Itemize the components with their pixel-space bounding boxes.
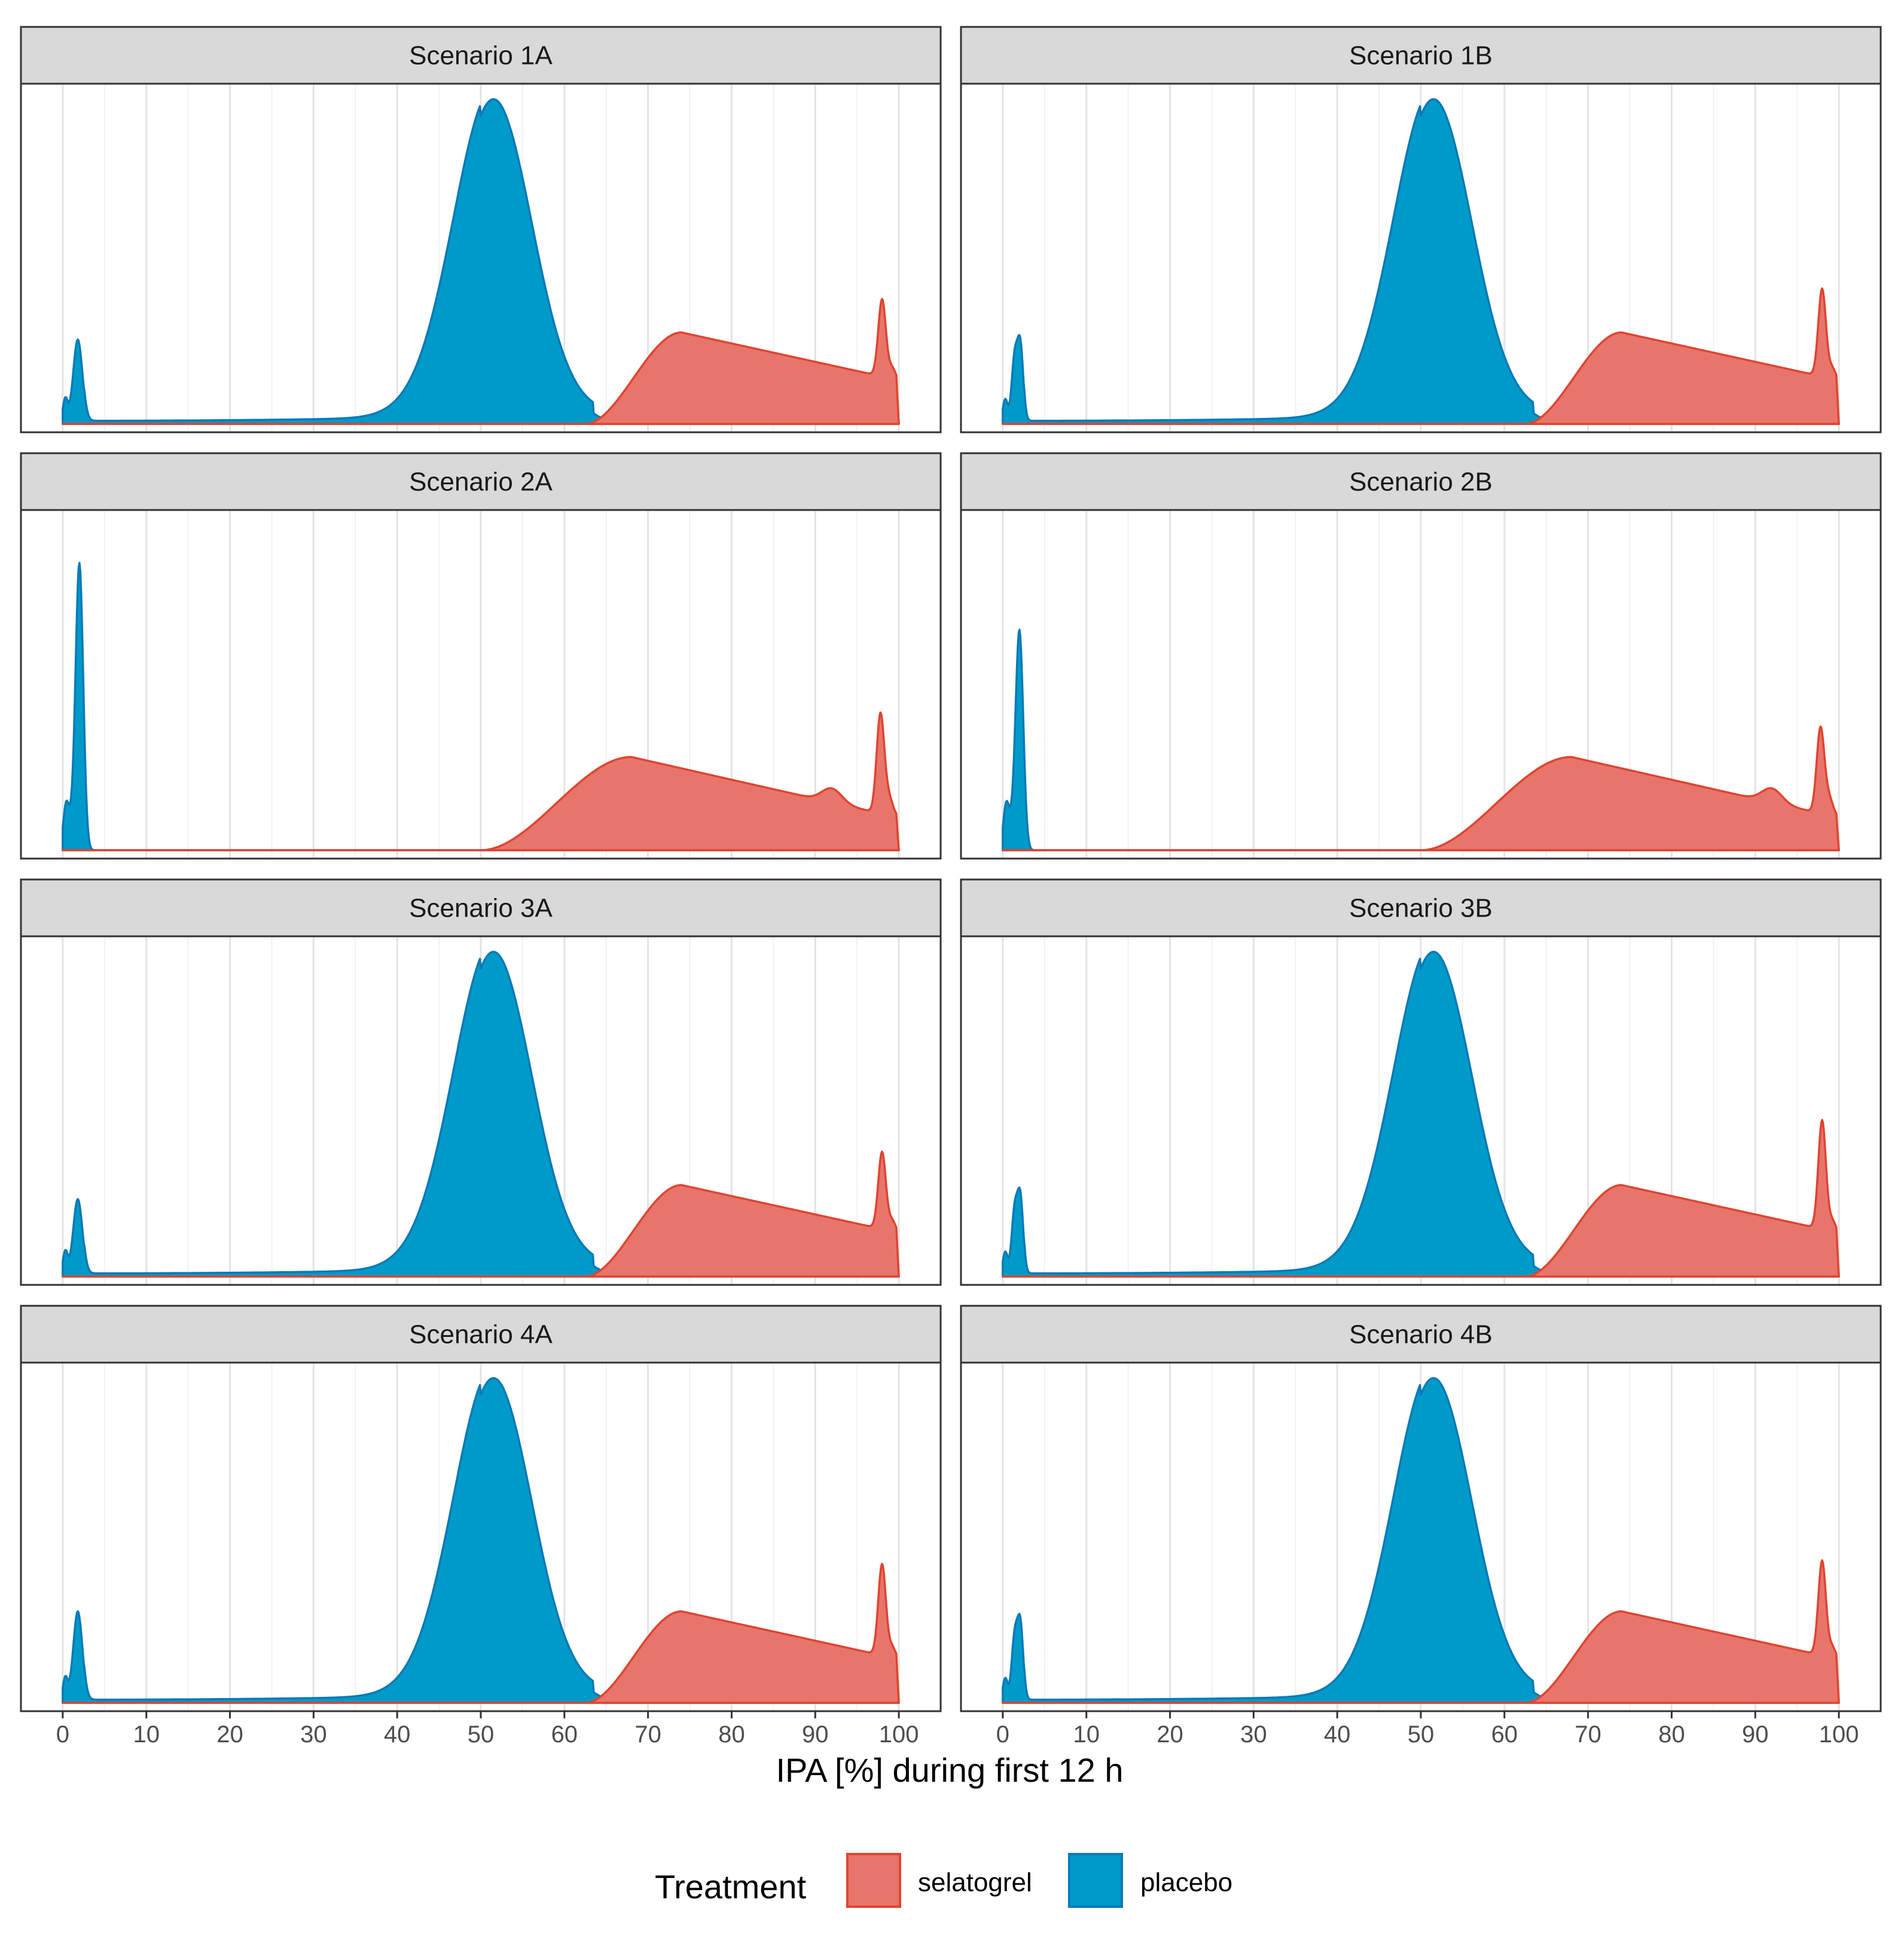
- panel-border: [960, 83, 1882, 433]
- panel-scenario-2b: Scenario 2B: [960, 452, 1882, 860]
- strip-title: Scenario 2A: [409, 468, 553, 497]
- x-tick-label: 20: [216, 1721, 243, 1748]
- x-tick-label: 80: [1658, 1721, 1685, 1748]
- density-selatogrel: [1002, 287, 1840, 425]
- x-tick-label: 50: [468, 1721, 495, 1748]
- panel-border: [20, 83, 942, 433]
- x-tick-label: 80: [718, 1721, 745, 1748]
- strip-background: [960, 452, 1882, 511]
- x-tick-label: 20: [1157, 1721, 1183, 1748]
- panel-scenario-4b: Scenario 4B: [960, 1305, 1882, 1712]
- density-selatogrel: [62, 1562, 900, 1704]
- strip-title: Scenario 4A: [409, 1320, 553, 1349]
- x-tick-label: 100: [879, 1721, 919, 1748]
- x-tick-label: 10: [133, 1721, 160, 1748]
- x-tick-label: 60: [551, 1721, 578, 1748]
- x-axis: 0 10 20 30 40 50 60 70 80 90 100 0 10 20 30 40 50 60 70 80 9…: [56, 1711, 1859, 1748]
- strip-background: [960, 878, 1882, 938]
- panel-border: [960, 935, 1882, 1286]
- x-tick-label: 40: [1324, 1721, 1351, 1748]
- panel-scenario-4a: Scenario 4A: [20, 1305, 942, 1712]
- density-selatogrel: [1002, 1119, 1840, 1278]
- density-selatogrel: [62, 1150, 900, 1278]
- x-tick-label: 10: [1073, 1721, 1100, 1748]
- strip-title: Scenario 3A: [409, 894, 553, 923]
- strip-background: [960, 26, 1882, 85]
- panel-scenario-3a: Scenario 3A: [20, 878, 942, 1286]
- x-tick-label: 60: [1491, 1721, 1518, 1748]
- density-selatogrel: [62, 711, 900, 851]
- strip-background: [20, 452, 942, 511]
- legend-title: Treatment: [655, 1868, 807, 1905]
- strip-title: Scenario 1A: [409, 41, 553, 71]
- strip-background: [20, 26, 942, 85]
- panel-border: [20, 509, 942, 860]
- density-selatogrel: [62, 298, 900, 425]
- legend-label-placebo: placebo: [1140, 1868, 1232, 1897]
- strip-title: Scenario 1B: [1349, 41, 1493, 71]
- x-tick-label: 0: [56, 1721, 69, 1748]
- density-selatogrel: [1002, 725, 1840, 851]
- x-tick-label: 30: [300, 1721, 327, 1748]
- x-tick-label: 30: [1240, 1721, 1267, 1748]
- legend: Treatment selatogrel placebo: [655, 1853, 1232, 1908]
- x-tick-label: 0: [996, 1721, 1009, 1748]
- strip-background: [960, 1305, 1882, 1364]
- strip-title: Scenario 2B: [1349, 468, 1493, 497]
- panel-scenario-3b: Scenario 3B: [960, 878, 1882, 1286]
- x-tick-label: 70: [1575, 1721, 1601, 1748]
- legend-key-selatogrel: [846, 1853, 901, 1908]
- facet-panels: Scenario 1A Scenario 1B Scenario 2A Scenari…: [20, 26, 1882, 1712]
- strip-title: Scenario 3B: [1349, 894, 1493, 923]
- strip-title: Scenario 4B: [1349, 1320, 1493, 1349]
- x-tick-label: 90: [802, 1721, 829, 1748]
- x-tick-label: 90: [1742, 1721, 1769, 1748]
- legend-label-selatogrel: selatogrel: [918, 1868, 1032, 1897]
- x-axis-title: IPA [%] during first 12 h: [776, 1751, 1123, 1789]
- x-tick-label: 100: [1819, 1721, 1859, 1748]
- panel-border: [960, 509, 1882, 860]
- x-tick-label: 40: [384, 1721, 411, 1748]
- x-tick-label: 70: [634, 1721, 661, 1748]
- panel-scenario-1a: Scenario 1A: [20, 26, 942, 433]
- panel-scenario-1b: Scenario 1B: [960, 26, 1882, 433]
- density-selatogrel: [1002, 1559, 1840, 1704]
- legend-key-placebo: [1068, 1853, 1123, 1908]
- gridlines: [20, 84, 941, 432]
- gridlines: [20, 936, 941, 1285]
- strip-background: [20, 1305, 942, 1364]
- panel-border: [20, 935, 942, 1286]
- panel-scenario-2a: Scenario 2A: [20, 452, 942, 860]
- x-tick-label: 50: [1408, 1721, 1435, 1748]
